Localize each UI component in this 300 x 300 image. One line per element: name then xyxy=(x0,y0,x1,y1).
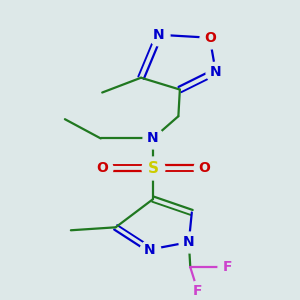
Text: F: F xyxy=(193,284,202,298)
Text: S: S xyxy=(148,160,158,175)
Text: N: N xyxy=(210,65,221,79)
Text: N: N xyxy=(147,131,159,146)
Text: N: N xyxy=(144,242,156,256)
Text: O: O xyxy=(96,161,108,175)
Text: O: O xyxy=(204,31,216,45)
Text: F: F xyxy=(223,260,232,274)
Text: N: N xyxy=(153,28,165,42)
Text: O: O xyxy=(198,161,210,175)
Text: N: N xyxy=(183,235,195,249)
